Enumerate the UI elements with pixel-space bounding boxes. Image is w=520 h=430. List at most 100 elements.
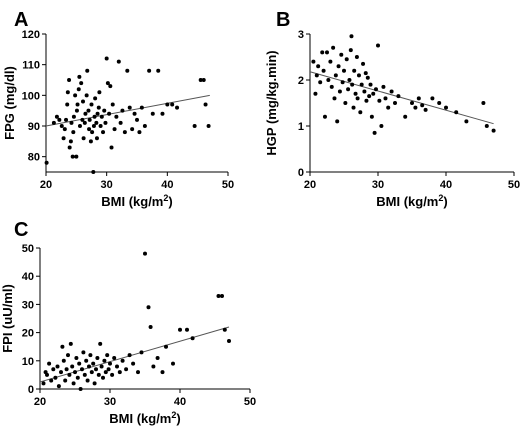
data-point bbox=[41, 381, 46, 386]
data-point bbox=[178, 327, 182, 332]
data-point bbox=[329, 84, 334, 89]
data-point bbox=[363, 71, 368, 76]
data-point bbox=[348, 48, 353, 53]
data-point bbox=[491, 128, 496, 133]
data-point bbox=[118, 120, 123, 125]
data-point bbox=[99, 364, 104, 369]
data-point bbox=[359, 82, 364, 87]
data-point bbox=[135, 117, 139, 122]
data-point bbox=[73, 93, 78, 98]
panel-label: B bbox=[276, 9, 290, 31]
data-point bbox=[89, 102, 94, 107]
data-point bbox=[104, 56, 109, 61]
data-point bbox=[88, 353, 93, 358]
data-point bbox=[335, 119, 340, 124]
data-point bbox=[91, 170, 96, 174]
data-point bbox=[311, 59, 316, 64]
data-point bbox=[103, 120, 108, 125]
data-point bbox=[87, 364, 91, 369]
data-point bbox=[148, 324, 153, 329]
y-tick-label: 0 bbox=[298, 167, 304, 179]
data-point bbox=[44, 160, 49, 165]
data-point bbox=[74, 355, 79, 360]
data-point bbox=[160, 111, 165, 116]
data-point bbox=[56, 384, 61, 389]
data-point bbox=[355, 96, 360, 101]
x-tick-label: 30 bbox=[372, 179, 384, 191]
data-point bbox=[68, 341, 73, 346]
data-point bbox=[68, 139, 73, 144]
data-point bbox=[331, 45, 336, 50]
y-axis-title: FPI (uU/ml) bbox=[0, 284, 15, 353]
data-point bbox=[143, 251, 147, 256]
data-point bbox=[354, 55, 359, 59]
data-point bbox=[105, 81, 110, 86]
data-point bbox=[125, 68, 130, 73]
data-point bbox=[201, 78, 206, 82]
data-point bbox=[106, 367, 111, 372]
data-point bbox=[98, 124, 103, 128]
data-point bbox=[137, 130, 142, 135]
data-point bbox=[71, 130, 76, 135]
data-point bbox=[371, 91, 376, 96]
x-tick-label: 20 bbox=[304, 179, 316, 191]
data-point bbox=[361, 61, 366, 66]
data-point bbox=[95, 355, 100, 360]
x-tick-label: 40 bbox=[161, 179, 173, 191]
data-point bbox=[79, 81, 84, 86]
data-point bbox=[92, 114, 97, 119]
data-point bbox=[156, 68, 161, 73]
data-point bbox=[127, 353, 132, 358]
y-tick-label: 120 bbox=[22, 29, 40, 41]
data-point bbox=[51, 120, 56, 125]
data-point bbox=[351, 105, 356, 110]
data-point bbox=[81, 136, 86, 141]
data-point bbox=[108, 361, 112, 366]
data-point bbox=[171, 361, 175, 366]
data-point bbox=[464, 119, 469, 124]
data-point bbox=[101, 375, 105, 380]
data-point bbox=[349, 34, 354, 39]
data-point bbox=[86, 108, 91, 113]
data-point bbox=[362, 89, 367, 94]
data-point bbox=[82, 120, 87, 125]
data-point bbox=[117, 370, 122, 375]
x-tick-label: 40 bbox=[440, 179, 452, 191]
data-point bbox=[102, 108, 107, 113]
data-point bbox=[63, 378, 68, 383]
data-point bbox=[61, 136, 66, 141]
data-point bbox=[160, 370, 165, 375]
y-tick-label: 3 bbox=[298, 29, 304, 41]
data-point bbox=[316, 64, 321, 69]
data-point bbox=[110, 372, 115, 377]
y-axis-title: FPG (mg/dl) bbox=[2, 66, 17, 140]
data-point bbox=[73, 370, 77, 375]
data-point bbox=[116, 59, 121, 64]
data-point bbox=[367, 94, 372, 99]
data-point bbox=[114, 114, 119, 119]
data-point bbox=[328, 59, 333, 64]
data-point bbox=[80, 367, 84, 372]
trend-line bbox=[45, 94, 210, 127]
data-point bbox=[386, 105, 391, 110]
data-point bbox=[203, 102, 208, 107]
data-point bbox=[96, 105, 101, 110]
data-point bbox=[365, 75, 370, 80]
data-point bbox=[353, 91, 358, 96]
data-point bbox=[151, 364, 156, 369]
data-point bbox=[115, 364, 119, 369]
data-point bbox=[337, 89, 342, 94]
data-point bbox=[313, 91, 318, 96]
data-point bbox=[131, 361, 136, 366]
data-point bbox=[76, 87, 81, 92]
x-tick-label: 40 bbox=[174, 396, 186, 408]
data-point bbox=[320, 50, 325, 55]
data-point bbox=[120, 358, 125, 363]
data-point bbox=[325, 50, 329, 55]
x-tick-label: 50 bbox=[244, 396, 256, 408]
data-point bbox=[314, 73, 319, 78]
data-point bbox=[84, 358, 89, 363]
data-point bbox=[356, 73, 361, 78]
data-point bbox=[373, 87, 378, 92]
data-point bbox=[60, 344, 65, 349]
